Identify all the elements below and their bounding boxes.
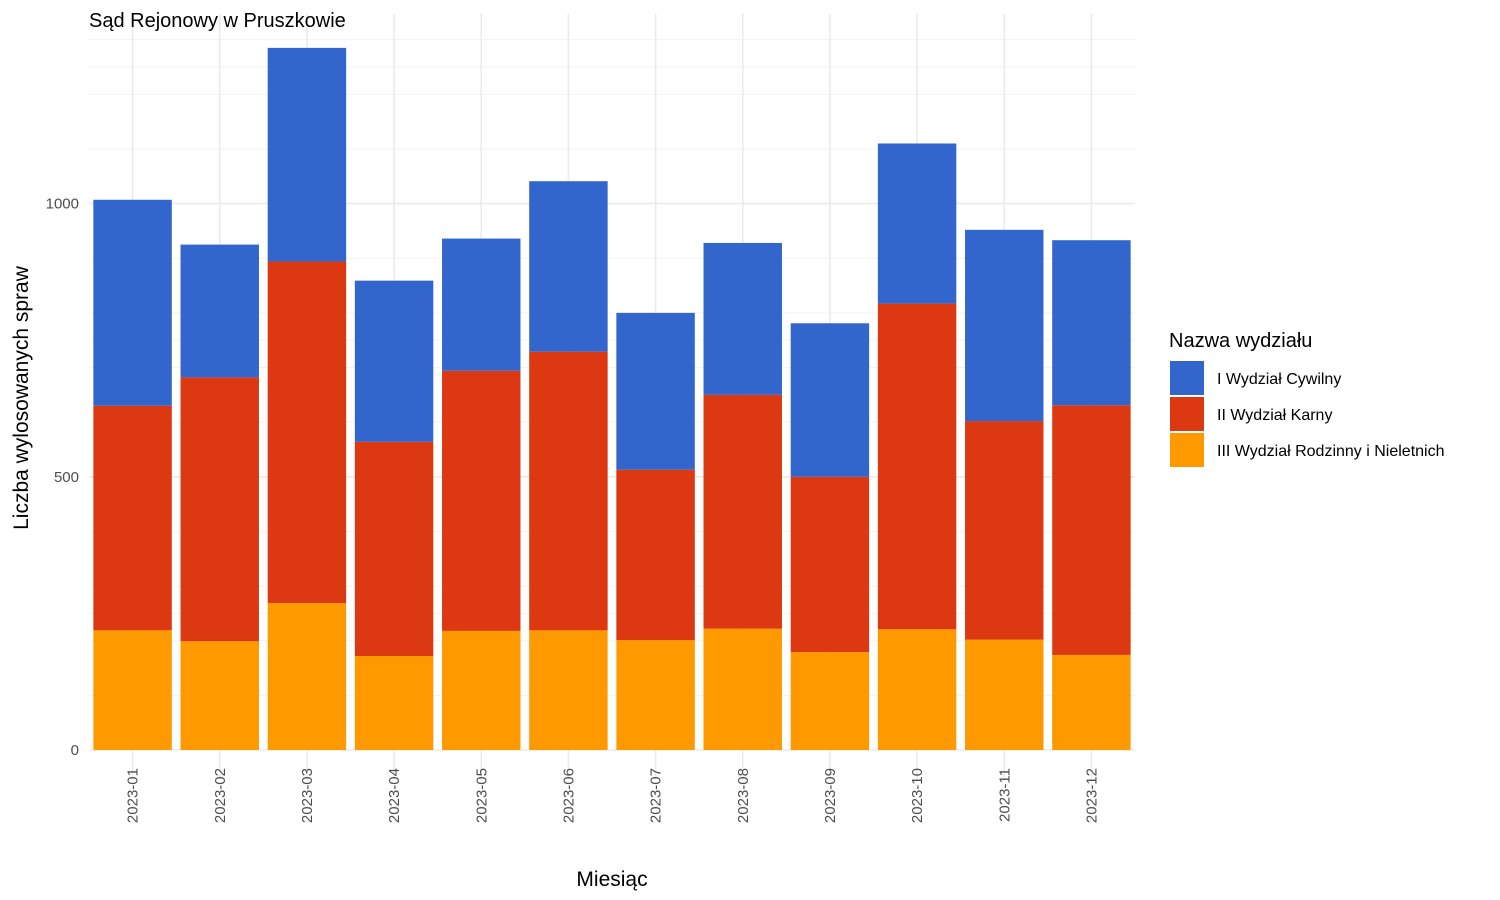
bar-segment (93, 630, 172, 750)
bar-segment (877, 143, 957, 304)
x-tick-label: 2023-03 (299, 768, 316, 823)
legend-items: I Wydział Cywilny II Wydział Karny III Wyd… (1170, 361, 1445, 467)
bar-segment (1052, 240, 1131, 406)
bar-segment (877, 303, 957, 630)
bar-segment (180, 377, 259, 642)
x-tick-label: 2023-12 (1083, 768, 1100, 823)
bar-segment (1052, 654, 1131, 750)
bar-segment (354, 656, 434, 750)
legend-title: Nazwa wydziału (1169, 330, 1312, 352)
legend-label: I Wydział Cywilny (1217, 371, 1341, 388)
x-axis-title: Miesiąc (576, 868, 647, 891)
bar-segment (180, 244, 259, 378)
bar-segment (1052, 405, 1131, 655)
bar-segment (267, 47, 347, 262)
legend: Nazwa wydziału I Wydział Cywilny II Wydzi… (1169, 330, 1445, 467)
legend-label: II Wydział Karny (1217, 407, 1332, 424)
y-axis-title: Liczba wylosowanych spraw (10, 265, 33, 530)
bar-segment (965, 229, 1044, 422)
y-tick-labels: 0 500 1000 (46, 196, 79, 759)
x-tick-label: 2023-07 (648, 768, 665, 823)
x-tick-label: 2023-11 (996, 768, 1013, 822)
bar-segment (180, 641, 259, 750)
bar-segment (877, 629, 957, 750)
bar-segment (790, 476, 870, 653)
y-tick-label: 500 (54, 469, 79, 486)
legend-label: III Wydział Rodzinny i Nieletnich (1217, 443, 1445, 460)
bar-segment (93, 199, 172, 406)
bar-segment (703, 242, 782, 395)
bar-segment (529, 181, 608, 352)
bar-segment (354, 280, 434, 442)
bar-segment (790, 323, 870, 477)
bar-segment (616, 640, 695, 750)
legend-swatch (1170, 397, 1204, 431)
bar-segment (442, 630, 521, 750)
bar-segment (703, 628, 782, 750)
legend-swatch (1170, 361, 1204, 395)
bar-segment (354, 441, 434, 657)
bar-segment (267, 603, 347, 750)
y-tick-label: 0 (71, 742, 79, 759)
bar-segment (965, 421, 1044, 640)
bar-segment (529, 630, 608, 750)
x-tick-label: 2023-10 (909, 768, 926, 823)
bar-segment (267, 261, 347, 604)
bar-segment (442, 370, 521, 631)
chart-title: Sąd Rejonowy w Pruszkowie (89, 10, 346, 32)
x-tick-label: 2023-09 (822, 768, 839, 823)
x-tick-label: 2023-04 (386, 768, 403, 823)
bar-segment (93, 405, 172, 631)
bar-segment (703, 394, 782, 629)
x-tick-labels: 2023-01 2023-02 2023-03 2023-04 2023-05 2023-… (125, 768, 1101, 823)
bar-segment (790, 652, 870, 750)
bar-segment (442, 238, 521, 371)
bars (93, 47, 1131, 750)
x-tick-label: 2023-08 (735, 768, 752, 823)
x-tick-label: 2023-02 (212, 768, 229, 823)
x-tick-label: 2023-01 (125, 768, 142, 823)
y-tick-label: 1000 (46, 196, 79, 213)
x-tick-label: 2023-06 (560, 768, 577, 823)
legend-swatch (1170, 433, 1204, 467)
bar-segment (529, 351, 608, 631)
x-tick-label: 2023-05 (473, 768, 490, 823)
bar-segment (616, 469, 695, 641)
bar-segment (616, 312, 695, 470)
bar-segment (965, 639, 1044, 750)
